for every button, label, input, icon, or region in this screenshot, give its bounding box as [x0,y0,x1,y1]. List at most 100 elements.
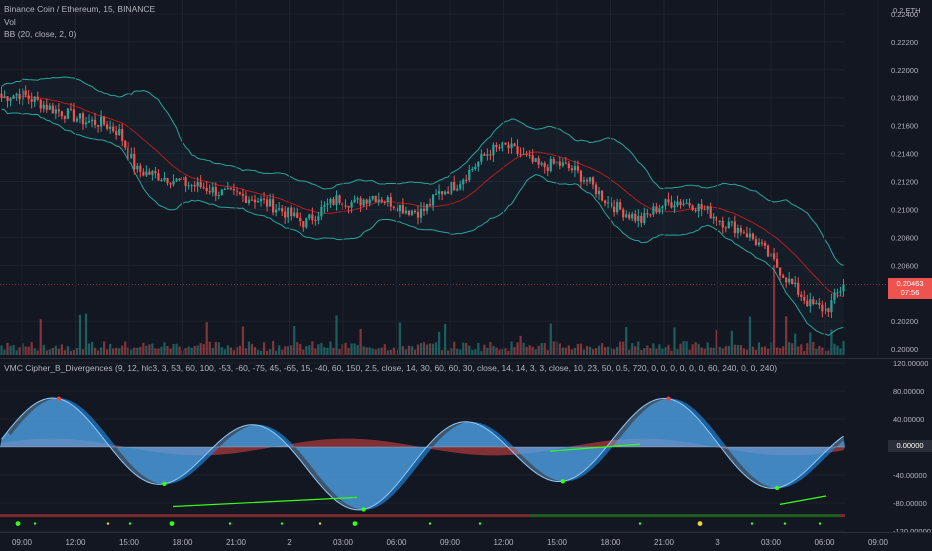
volume-bar [492,345,495,355]
volume-bar [157,348,160,355]
volume-bar [27,346,30,355]
volume-bar [437,331,441,355]
volume-bar [220,347,223,355]
candle-body [353,199,356,203]
price-pane[interactable]: 0.22400 0.22200 0.22000 0.21800 0.21600 0.214… [0,0,932,356]
candle-body [431,194,435,206]
time-axis[interactable]: 09:00 12:00 15:00 18:00 21:00 2 03:00 06:00 09:0… [0,532,932,551]
volume-bar [434,342,438,355]
volume-legend[interactable]: Vol [4,17,16,27]
volume-bar [567,345,570,355]
volume-bar [401,345,404,355]
volume-bar [127,347,130,355]
candle-body [90,119,94,122]
symbol-title[interactable]: Binance Coin / Ethereum, 15, BINANCE [4,4,156,14]
volume-bar [302,349,305,355]
volume-bar [413,349,417,355]
candle-body [235,190,239,193]
volume-bar [700,347,703,355]
time-tick-label: 21:00 [226,538,247,547]
oscillator-pane[interactable]: 120.00000 80.00000 40.00000 0.00000 -40.0000… [0,358,932,533]
volume-bar [166,346,169,355]
bollinger-basis [1,95,844,297]
volume-bar [606,346,610,355]
candle-body [380,199,383,203]
candle-body [812,299,815,305]
volume-bar [299,343,302,355]
volume-bar [365,347,368,355]
volume-bar [510,341,513,355]
candle-body [386,197,389,203]
candle-body [492,144,495,156]
volume-bar [676,349,679,355]
candle-body [453,181,456,191]
candle-body [389,197,392,207]
volume-bar [613,349,616,355]
volume-bar [69,350,73,355]
candle-body [112,126,115,132]
volume-bar [229,347,232,355]
volume-bar [679,343,682,355]
candle-body [519,153,522,155]
volume-bar [730,330,733,355]
bullish-divergence-line [172,496,358,508]
volume-bar [670,350,673,355]
volume-bar [407,345,411,355]
volume-bar [483,344,486,355]
volume-bar [235,347,239,355]
candle-body [208,191,211,193]
signal-dot [478,522,482,525]
candle-body [715,216,718,221]
candle-body [718,220,721,222]
candle-body [329,198,332,204]
candle-body [640,216,643,223]
volume-bar [495,347,498,355]
volume-bar [775,347,779,355]
volume-bar [453,341,456,355]
volume-bar [658,344,661,355]
candle-body [486,154,489,156]
candle-body [782,275,785,278]
volume-bar [36,350,39,355]
candle-body [290,207,293,217]
volume-bar [12,344,15,355]
candle-body [661,206,664,209]
volume-bar [60,344,63,355]
volume-bar [359,328,362,355]
candle-body [419,208,423,218]
candle-body [133,153,136,170]
volume-bar [718,346,721,355]
time-tick-label: 15:00 [119,538,140,547]
volume-bar [208,341,211,355]
candle-body [697,204,700,212]
volume-bar [431,343,435,355]
candle-body [673,205,676,208]
candle-body [250,199,254,201]
candle-body [779,267,782,276]
volume-bar [106,349,109,355]
candle-body [344,205,347,207]
volume-bar [570,349,573,355]
volume-bar [338,348,341,355]
candle-body [362,199,365,206]
volume-bar [262,342,266,355]
candle-body [256,201,260,203]
candle-body [700,204,703,210]
candle-body [199,181,202,188]
oscillator-chart[interactable]: 120.00000 80.00000 40.00000 0.00000 -40.0000… [0,359,932,533]
candle-body [253,199,257,203]
candle-body [272,199,275,213]
bollinger-legend[interactable]: BB (20, close, 2, 0) [4,29,77,39]
volume-bar [441,350,444,355]
candle-body [694,210,697,212]
oscillator-legend[interactable]: VMC Cipher_B_Divergences (9, 12, hlc3, 3… [4,363,778,373]
volume-bar [806,343,809,355]
candle-body [163,177,166,181]
price-chart[interactable]: 0.22400 0.22200 0.22000 0.21800 0.21600 0.214… [0,0,932,356]
candle-body [238,192,242,195]
price-tick-label: 0.21600 [891,122,918,131]
volume-bar [217,342,220,355]
volume-bar [145,345,148,355]
candle-body [631,214,634,219]
volume-bar [528,345,531,355]
